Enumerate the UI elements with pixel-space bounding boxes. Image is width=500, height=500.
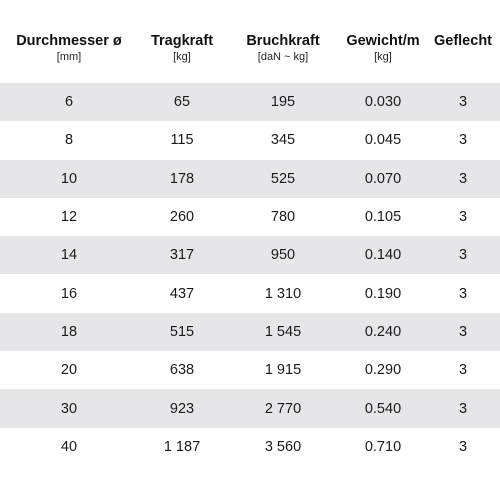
table-row: 12 260 780 0.105 3: [0, 197, 500, 237]
header-weight-per-meter-unit: [kg]: [374, 51, 392, 63]
diameter-cell: 6: [64, 94, 74, 111]
diameter-cell: 8: [64, 132, 74, 149]
table-header: Durchmesser ø [mm] Tragkraft [kg] Bruchk…: [0, 0, 500, 83]
diameter-cell: 18: [60, 323, 78, 340]
working-load-cell: 115: [170, 132, 194, 149]
table-row: 10 178 525 0.070 3: [0, 159, 500, 198]
table-row: 8 115 345 0.045 3: [0, 121, 500, 160]
table-row: 14 317 950 0.140 3: [0, 236, 500, 275]
diameter-cell: 30: [60, 400, 78, 417]
working-load-cell: 65: [173, 94, 191, 111]
table-row: 18 515 1 545 0.240 3: [0, 312, 500, 352]
table-row: 6 65 195 0.030 3: [0, 83, 500, 122]
header-working-load: Tragkraft [kg]: [138, 0, 226, 83]
working-load-cell: 437: [169, 285, 195, 302]
header-breaking-load-unit: [daN ~ kg]: [257, 51, 309, 63]
breaking-load-cell: 525: [270, 170, 296, 187]
header-row: Durchmesser ø [mm] Tragkraft [kg] Bruchk…: [0, 0, 500, 83]
braid-cell: 3: [458, 285, 468, 302]
weight-per-meter-cell: 0.190: [364, 285, 402, 302]
weight-per-meter-cell: 0.710: [364, 438, 402, 455]
breaking-load-cell: 1 545: [264, 323, 302, 340]
header-weight-per-meter-label: Gewicht/m: [346, 33, 420, 49]
rope-specification-table: Durchmesser ø [mm] Tragkraft [kg] Bruchk…: [0, 0, 500, 466]
breaking-load-cell: 1 915: [264, 362, 302, 379]
braid-cell: 3: [458, 438, 468, 455]
table-row: 16 437 1 310 0.190 3: [0, 274, 500, 313]
working-load-cell: 260: [169, 209, 195, 226]
table-body: 6 65 195 0.030 3 8 115 345 0.045 3 10 178 525 0.070 3 1…: [0, 83, 500, 466]
breaking-load-cell: 345: [270, 132, 296, 149]
working-load-cell: 923: [169, 400, 195, 417]
weight-per-meter-cell: 0.070: [364, 170, 402, 187]
diameter-cell: 20: [60, 362, 78, 379]
working-load-cell: 317: [169, 247, 195, 264]
working-load-cell: 515: [169, 323, 195, 340]
table-row: 40 1 187 3 560 0.710 3: [0, 427, 500, 466]
diameter-cell: 16: [60, 285, 78, 302]
working-load-cell: 638: [169, 362, 195, 379]
breaking-load-cell: 780: [270, 209, 296, 226]
table-row: 30 923 2 770 0.540 3: [0, 389, 500, 428]
table-row: 20 638 1 915 0.290 3: [0, 351, 500, 390]
braid-cell: 3: [458, 362, 468, 379]
weight-per-meter-cell: 0.140: [364, 247, 402, 264]
header-diameter: Durchmesser ø [mm]: [0, 0, 138, 83]
header-diameter-unit: [mm]: [56, 51, 82, 63]
weight-per-meter-cell: 0.030: [364, 94, 402, 111]
braid-cell: 3: [458, 94, 468, 111]
braid-cell: 3: [458, 170, 468, 187]
diameter-cell: 14: [60, 247, 78, 264]
header-breaking-load: Bruchkraft [daN ~ kg]: [226, 0, 340, 83]
breaking-load-cell: 3 560: [264, 438, 302, 455]
weight-per-meter-cell: 0.105: [364, 209, 402, 226]
diameter-cell: 10: [60, 170, 78, 187]
braid-cell: 3: [458, 247, 468, 264]
breaking-load-cell: 195: [270, 94, 296, 111]
weight-per-meter-cell: 0.540: [364, 400, 402, 417]
breaking-load-cell: 1 310: [264, 285, 302, 302]
working-load-cell: 1 187: [163, 438, 201, 455]
working-load-cell: 178: [169, 170, 195, 187]
header-braid: Geflecht: [426, 0, 500, 83]
header-diameter-label: Durchmesser ø: [16, 33, 122, 49]
breaking-load-cell: 2 770: [264, 400, 302, 417]
header-braid-label: Geflecht: [433, 33, 492, 49]
header-breaking-load-label: Bruchkraft: [246, 33, 320, 49]
braid-cell: 3: [458, 323, 468, 340]
header-weight-per-meter: Gewicht/m [kg]: [340, 0, 426, 83]
breaking-load-cell: 950: [270, 247, 296, 264]
header-working-load-unit: [kg]: [173, 51, 191, 63]
diameter-cell: 40: [60, 438, 78, 455]
weight-per-meter-cell: 0.240: [364, 323, 402, 340]
braid-cell: 3: [458, 400, 468, 417]
braid-cell: 3: [458, 209, 468, 226]
header-working-load-label: Tragkraft: [150, 33, 214, 49]
weight-per-meter-cell: 0.290: [364, 362, 402, 379]
diameter-cell: 12: [60, 209, 78, 226]
weight-per-meter-cell: 0.045: [364, 132, 402, 149]
braid-cell: 3: [458, 132, 468, 149]
